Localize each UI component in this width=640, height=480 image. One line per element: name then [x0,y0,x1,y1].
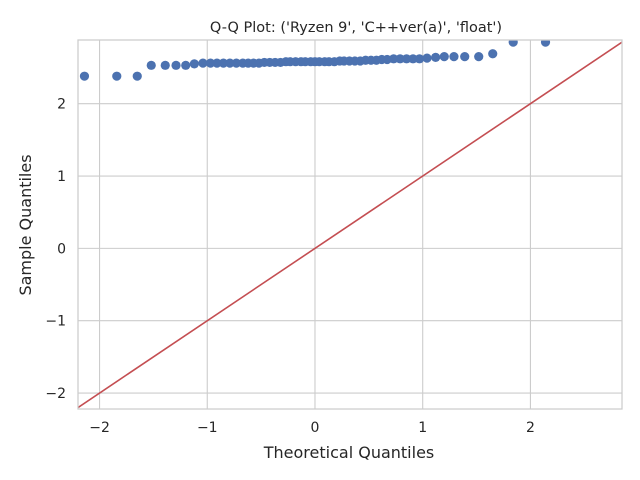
y-axis-label: Sample Quantiles [16,154,35,295]
data-point [212,58,222,68]
y-tick-label: 1 [57,169,66,185]
x-tick-label: −2 [89,420,110,436]
data-point [389,54,399,64]
data-point [160,60,170,70]
data-point [146,60,156,70]
data-point [395,54,405,64]
data-point [225,58,235,68]
x-tick-label: 0 [311,420,320,436]
sample-points [79,40,551,81]
y-tick-label: −2 [45,386,66,402]
x-tick-labels: −2 −1 0 1 2 [89,420,535,436]
data-point [508,40,518,47]
data-point [401,54,412,64]
data-point [132,71,142,81]
data-point [474,52,484,62]
data-point [171,60,181,70]
data-point [460,52,470,62]
data-point [218,58,229,68]
data-point [189,59,199,69]
data-point [205,58,216,68]
data-point [231,58,241,68]
x-tick-label: 2 [526,420,535,436]
data-point [540,40,551,47]
reference-line [78,41,622,409]
data-point [449,52,459,62]
data-point [79,71,90,81]
y-tick-label: 2 [57,97,66,113]
data-point [431,52,441,62]
x-tick-label: 1 [418,420,427,436]
data-point [408,54,418,64]
data-point [439,52,449,62]
data-point [198,58,208,68]
y-tick-label: −1 [45,314,66,330]
data-point [181,60,191,70]
chart-title: Q-Q Plot: ('Ryzen 9', 'C++ver(a)', 'floa… [210,20,502,36]
data-point [488,49,498,59]
data-point [414,54,425,64]
x-axis-label: Theoretical Quantiles [263,443,435,462]
y-tick-label: 0 [57,241,66,257]
y-tick-labels: −2 −1 0 1 2 [45,97,66,402]
x-tick-label: −1 [197,420,218,436]
axes-frame [77,39,623,410]
data-point [422,53,432,63]
plot-area [78,40,622,409]
data-point [112,71,122,81]
